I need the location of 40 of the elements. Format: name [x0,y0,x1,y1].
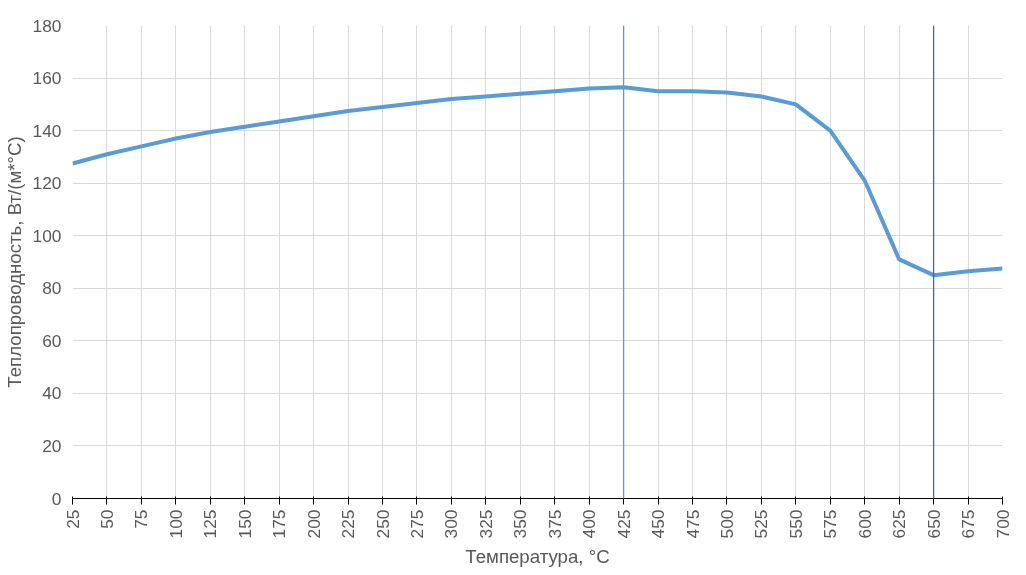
x-tick-label: 475 [682,509,703,539]
y-axis-title: Теплопроводность, Вт/(м*°С) [3,136,25,388]
x-tick-label: 700 [992,509,1013,539]
x-tick-label: 25 [62,509,83,529]
x-tick-label: 350 [510,509,531,539]
x-tick-label: 225 [338,509,359,539]
y-tick-label: 140 [32,120,62,141]
x-tick-label: 650 [923,509,944,539]
y-tick-label: 40 [42,383,62,404]
x-tick-label: 150 [234,509,255,539]
x-tick-label: 300 [441,509,462,539]
x-tick-label: 500 [716,509,737,539]
x-tick-label: 400 [579,509,600,539]
x-tick-label: 125 [200,509,221,539]
x-tick-label: 575 [820,509,841,539]
y-tick-label: 80 [42,278,62,299]
x-tick-label: 675 [958,509,979,539]
x-tick-label: 450 [648,509,669,539]
y-tick-label: 160 [32,68,62,89]
y-tick-label: 60 [42,330,62,351]
x-tick-label: 325 [475,509,496,539]
x-tick-label: 175 [269,509,290,539]
x-tick-label: 100 [165,509,186,539]
x-tick-label: 200 [303,509,324,539]
x-tick-label: 75 [131,509,152,529]
y-tick-label: 120 [32,173,62,194]
x-tick-label: 375 [544,509,565,539]
y-tick-label: 0 [51,488,62,509]
x-axis-title: Температура, °C [465,546,610,568]
x-tick-label: 525 [751,509,772,539]
y-tick-label: 100 [32,225,62,246]
y-tick-label: 20 [42,435,62,456]
x-tick-label: 625 [889,509,910,539]
x-tick-label: 600 [854,509,875,539]
x-tick-label: 550 [785,509,806,539]
y-tick-label: 180 [32,15,62,36]
x-tick-label: 250 [372,509,393,539]
x-tick-label: 50 [96,509,117,529]
x-tick-label: 425 [613,509,634,539]
x-tick-label: 275 [406,509,427,539]
